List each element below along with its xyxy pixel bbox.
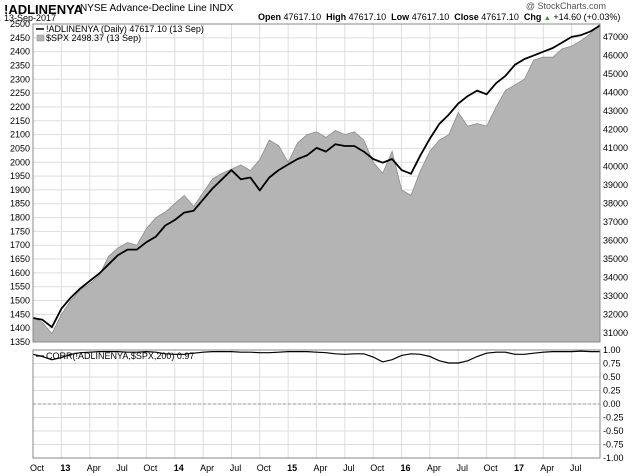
right-axis-tick-label: 43000 (603, 106, 628, 116)
chg-label: Chg (523, 12, 542, 22)
x-axis-tick-label: 16 (401, 463, 411, 473)
left-axis-tick-label: 1500 (10, 296, 30, 306)
x-axis-tick-label: Jul (456, 463, 468, 473)
left-axis-tick-label: 1550 (10, 282, 30, 292)
left-axis-tick-label: 1750 (10, 226, 30, 236)
correlation-panel: 1.00 0.75 0.50 0.25 0.00 -0.25 -0.50 -0.75 -1.00… (32, 345, 624, 463)
left-axis-tick-label: 2300 (10, 74, 30, 84)
adline-series-line (32, 24, 601, 329)
left-axis-tick-label: 2100 (10, 130, 30, 140)
right-axis-tick-label: 34000 (603, 272, 628, 282)
right-axis-tick-label: 44000 (603, 87, 628, 97)
x-axis-tick-label: Oct (30, 463, 45, 473)
left-axis-tick-label: 2250 (10, 88, 30, 98)
x-axis-tick-label: Oct (484, 463, 499, 473)
left-axis-tick-label: 2450 (10, 33, 30, 43)
ohlc-readout: Open 47617.10 High 47617.10 Low 47617.10… (258, 12, 620, 22)
left-axis-tick-label: 1950 (10, 171, 30, 181)
corr-panel-border (32, 349, 601, 459)
right-axis-tick-label: 38000 (603, 198, 628, 208)
corr-axis-tick-label: -1.00 (603, 453, 624, 463)
high-value: 47617.10 (348, 12, 387, 22)
spx-legend-swatch (36, 34, 45, 42)
x-axis-tick-label: 13 (60, 463, 70, 473)
chart-symbol: !ADLINENYA (4, 2, 83, 17)
low-value: 47617.10 (411, 12, 450, 22)
left-axis-tick-label: 1400 (10, 323, 30, 333)
x-axis-tick-label: Jul (230, 463, 242, 473)
x-axis-tick-label: Oct (143, 463, 158, 473)
right-axis-tick-label: 40000 (603, 161, 628, 171)
right-axis-tick-label: 47000 (603, 32, 628, 42)
right-axis-tick-label: 46000 (603, 50, 628, 60)
right-axis-tick-label: 35000 (603, 254, 628, 264)
left-axis-tick-label: 2500 (10, 19, 30, 29)
x-axis-tick-label: 14 (174, 463, 184, 473)
chart-date: 13-Sep-2017 (4, 13, 57, 23)
adline-legend-label: !ADLINENYA (Daily) 47617.10 (13 Sep) (46, 24, 204, 34)
right-axis-tick-label: 41000 (603, 143, 628, 153)
left-axis-tick-label: 1450 (10, 309, 30, 319)
corr-axis-tick-label: 0.25 (603, 386, 621, 396)
left-axis-tick-label: 2050 (10, 143, 30, 153)
left-axis-tick-label: 1850 (10, 199, 30, 209)
corr-axis-tick-label: -0.75 (603, 440, 624, 450)
price-panel: 1350 1400 1450 1500 1550 1600 1650 1700 1750 1800… (10, 19, 628, 347)
left-axis-tick-label: 1800 (10, 213, 30, 223)
left-axis-tick-label: 2150 (10, 116, 30, 126)
left-axis-tick-label: 1600 (10, 268, 30, 278)
right-axis-tick-label: 31000 (603, 328, 628, 338)
x-axis-tick-label: Oct (257, 463, 272, 473)
close-value: 47617.10 (481, 12, 519, 22)
x-axis-tick-label: Apr (87, 463, 101, 473)
right-axis-tick-label: 39000 (603, 180, 628, 190)
left-axis-tick-label: 1350 (10, 337, 30, 347)
x-axis-tick-label: Apr (540, 463, 554, 473)
low-label: Low (391, 12, 410, 22)
right-axis-tick-label: 45000 (603, 69, 628, 79)
x-axis-tick-label: 15 (287, 463, 297, 473)
corr-series-line (32, 350, 600, 364)
x-axis-tick-label: 17 (514, 463, 524, 473)
left-axis-tick-label: 2350 (10, 60, 30, 70)
x-axis-tick-label: Apr (200, 463, 214, 473)
spx-area-series (32, 23, 601, 343)
chg-arrow-icon: ▲ (543, 15, 551, 22)
left-axis-tick-label: 2200 (10, 102, 30, 112)
open-label: Open (258, 12, 282, 22)
x-axis-tick-label: Apr (427, 463, 441, 473)
high-label: High (326, 12, 347, 22)
corr-axis-tick-label: 0.50 (603, 372, 621, 382)
right-axis-tick-label: 36000 (603, 235, 628, 245)
right-axis-tick-label: 33000 (603, 291, 628, 301)
left-axis-tick-label: 1700 (10, 240, 30, 250)
left-axis-tick-label: 2000 (10, 157, 30, 167)
corr-legend-label: CORR(!ADLINENYA,$SPX,200) 0.97 (46, 351, 194, 361)
x-axis-tick-label: Jul (570, 463, 582, 473)
x-axis-tick-label: Oct (370, 463, 385, 473)
close-label: Close (454, 12, 479, 22)
left-axis-tick-label: 1650 (10, 254, 30, 264)
corr-axis-tick-label: -0.50 (603, 426, 624, 436)
corr-axis-tick-label: 1.00 (603, 345, 621, 355)
corr-axis-tick-label: 0.75 (603, 359, 621, 369)
right-axis-tick-label: 42000 (603, 124, 628, 134)
x-axis: Oct 13 Apr Jul Oct 14 Apr Jul Oct 15 Apr Jul Oct 16 Ap… (30, 463, 581, 473)
chart-name: NYSE Advance-Decline Line INDX (80, 3, 234, 14)
right-axis-tick-label: 37000 (603, 217, 628, 227)
price-panel-border (32, 23, 601, 343)
chg-value: +14.60 (+0.03%) (553, 12, 621, 22)
spx-legend-label: $SPX 2498.37 (13 Sep) (46, 33, 141, 43)
corr-axis-tick-label: -0.25 (603, 413, 624, 423)
corr-axis-tick-label: 0.00 (603, 399, 621, 409)
x-axis-tick-label: Jul (116, 463, 128, 473)
left-axis-tick-label: 2400 (10, 47, 30, 57)
open-value: 47617.10 (283, 12, 322, 22)
x-axis-tick-label: Apr (313, 463, 327, 473)
copyright-label: @ StockCharts.com (525, 1, 606, 11)
right-axis-tick-label: 32000 (603, 309, 628, 319)
x-axis-tick-label: Jul (343, 463, 355, 473)
left-axis-tick-label: 1900 (10, 185, 30, 195)
